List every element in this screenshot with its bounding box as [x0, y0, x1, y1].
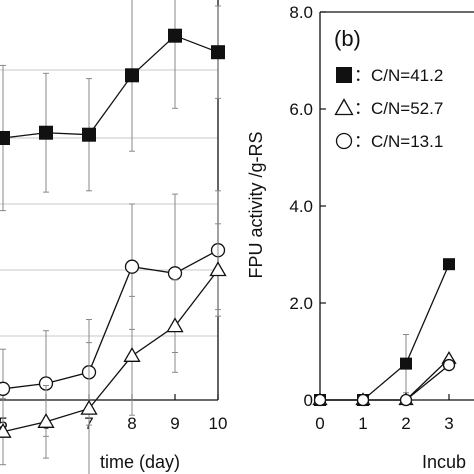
square-marker	[0, 131, 10, 145]
triangle-marker	[166, 317, 184, 333]
panel-label: (b)	[334, 26, 361, 51]
square-marker	[39, 125, 53, 140]
right-x-tick-label: 1	[358, 414, 367, 433]
circle-marker	[167, 266, 183, 281]
left-series	[0, 0, 227, 474]
legend-label: ：C/N=41.2	[354, 66, 443, 85]
triangle-marker	[0, 422, 12, 438]
circle-marker	[313, 393, 327, 407]
right-y-axis-label: FPU activity /g-RS	[246, 131, 266, 278]
circle-marker	[356, 393, 370, 407]
legend-triangle-marker	[334, 98, 354, 116]
legend-circle-marker	[335, 132, 353, 150]
left-x-tick-label: 8	[127, 414, 136, 433]
legend-item-square: ：C/N=41.2	[336, 66, 443, 85]
square-marker	[82, 127, 96, 142]
square-marker	[211, 45, 225, 60]
square-marker	[443, 258, 455, 271]
right-x-tick-label: 3	[444, 414, 453, 433]
left-series-line	[2, 269, 219, 433]
right-y-tick-label: 0	[304, 391, 313, 410]
right-series-triangle	[312, 350, 457, 406]
triangle-marker	[37, 412, 55, 428]
right-panel: FPU activity /g-RS 0 2.0 4.0 6.0 8.0 0 1 2 3 (b…	[246, 3, 474, 472]
legend-item-triangle: ：C/N=52.7	[334, 98, 443, 118]
circle-marker	[124, 259, 140, 274]
left-x-tick-label: 5	[0, 414, 8, 433]
legend-item-circle: ：C/N=13.1	[335, 132, 443, 151]
right-y-tick-label: 6.0	[289, 100, 313, 119]
right-series-line	[320, 263, 450, 401]
triangle-marker	[80, 399, 98, 415]
right-x-axis-label: Incub	[422, 452, 466, 472]
right-y-tick-label: 8.0	[289, 3, 313, 22]
square-marker	[400, 357, 412, 370]
left-series-line	[2, 34, 219, 139]
right-series-line	[320, 364, 450, 401]
right-series-square	[314, 258, 455, 406]
legend: ：C/N=41.2 ：C/N=52.7 ：C/N=13.1	[334, 66, 443, 151]
legend-square-marker	[336, 67, 352, 83]
square-marker	[168, 28, 182, 43]
left-series-square	[0, 0, 225, 212]
circle-marker	[0, 381, 11, 396]
legend-label: ：C/N=13.1	[354, 132, 443, 151]
triangle-marker	[123, 346, 141, 362]
circle-marker	[399, 393, 413, 407]
left-gridlines	[0, 69, 218, 337]
right-series-line	[320, 358, 450, 401]
right-y-tick-label: 2.0	[289, 294, 313, 313]
left-x-axis-label: time (day)	[100, 452, 180, 472]
right-series	[312, 258, 457, 407]
right-x-tick-label: 0	[315, 414, 324, 433]
circle-marker	[442, 358, 456, 372]
left-x-tick-label: 10	[209, 414, 228, 433]
square-marker	[125, 68, 139, 83]
right-y-tick-label: 4.0	[289, 197, 313, 216]
right-x-tick-label: 2	[401, 414, 410, 433]
right-series-circle	[313, 358, 456, 407]
left-series-triangle	[0, 223, 227, 474]
triangle-marker	[209, 261, 227, 277]
right-y-ticks: 0 2.0 4.0 6.0 8.0	[289, 3, 326, 410]
error-bar	[172, 0, 178, 109]
left-series-line	[2, 249, 219, 390]
legend-label: ：C/N=52.7	[354, 99, 443, 118]
left-x-tick-label: 9	[170, 414, 179, 433]
left-panel: 5678910 time (day)	[0, 0, 227, 474]
